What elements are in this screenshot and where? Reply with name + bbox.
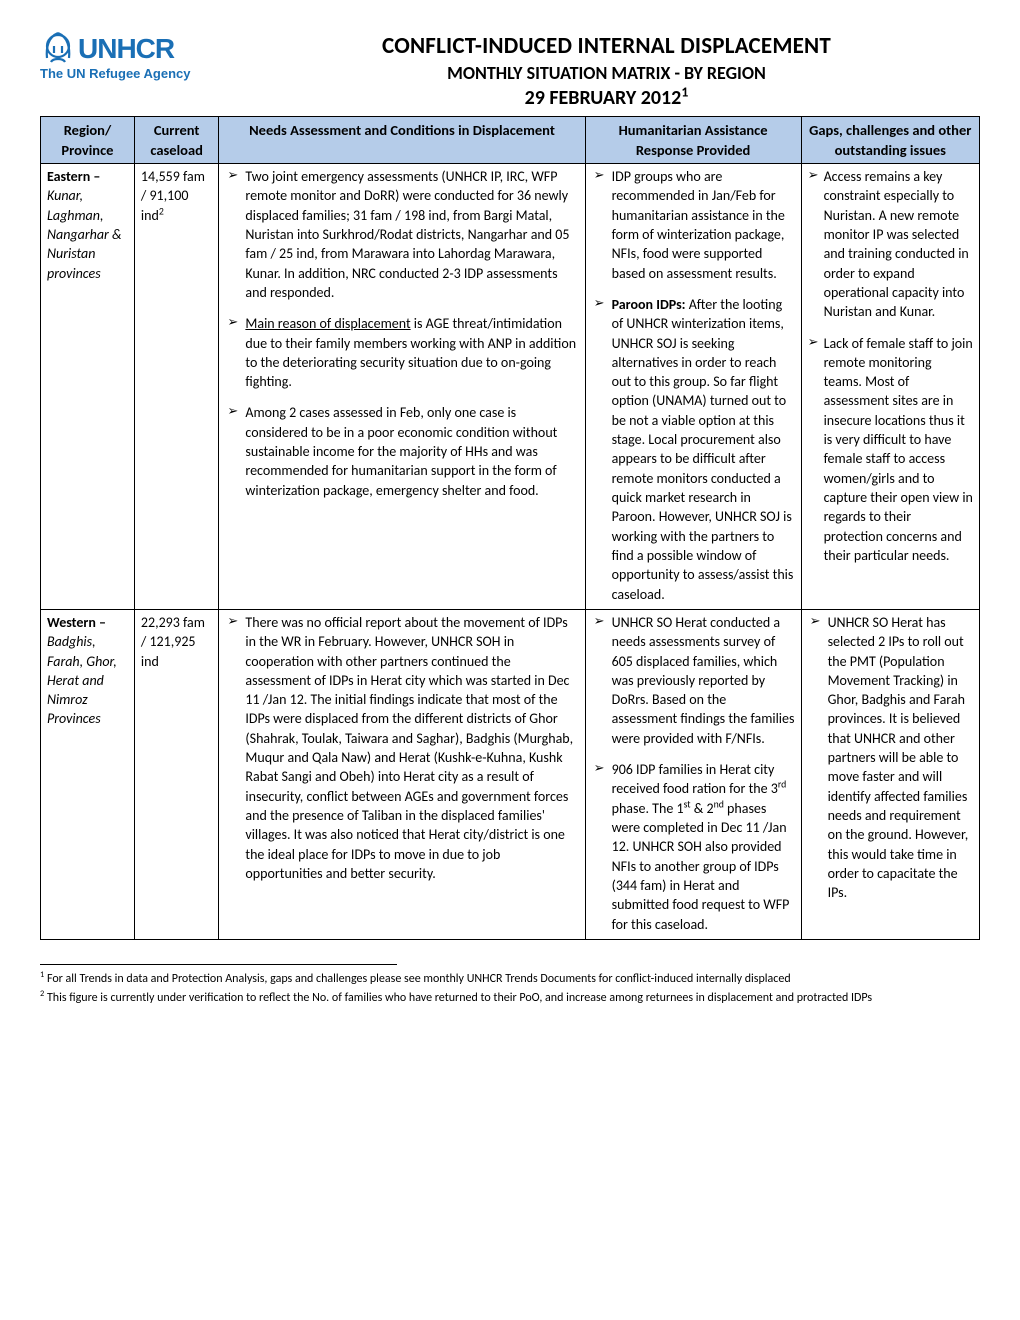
gaps-item: Lack of female staff to join remote moni… xyxy=(808,334,973,566)
gaps-item: Access remains a key constraint especial… xyxy=(808,167,973,322)
caseload-footnote-ref: 2 xyxy=(159,205,164,217)
region-name: Western – xyxy=(47,614,106,631)
table-body: Eastern – Kunar, Laghman, Nangarhar & Nu… xyxy=(41,164,980,940)
needs-cell: There was no official report about the m… xyxy=(219,609,585,939)
gaps-cell: Access remains a key constraint especial… xyxy=(801,164,979,610)
col-header-needs: Needs Assessment and Conditions in Displ… xyxy=(219,117,585,164)
col-header-region: Region/ Province xyxy=(41,117,135,164)
col-header-gaps: Gaps, challenges and other outstanding i… xyxy=(801,117,979,164)
date-text: 29 FEBRUARY 2012 xyxy=(525,86,682,110)
needs-item: Among 2 cases assessed in Feb, only one … xyxy=(225,403,578,500)
response-html: 906 IDP families in Herat city received … xyxy=(612,761,790,933)
response-cell: UNHCR SO Herat conducted a needs assessm… xyxy=(585,609,801,939)
sub-title: MONTHLY SITUATION MATRIX - BY REGION xyxy=(233,62,980,84)
col-header-caseload: Current caseload xyxy=(134,117,219,164)
caseload-cell: 14,559 fam / 91,100 ind2 xyxy=(134,164,219,610)
region-cell: Eastern – Kunar, Laghman, Nangarhar & Nu… xyxy=(41,164,135,610)
table-row: Eastern – Kunar, Laghman, Nangarhar & Nu… xyxy=(41,164,980,610)
main-title: CONFLICT-INDUCED INTERNAL DISPLACEMENT xyxy=(233,32,980,60)
date-footnote-ref: 1 xyxy=(681,83,688,100)
needs-item: There was no official report about the m… xyxy=(225,613,578,883)
footnote-1: 1 For all Trends in data and Protection … xyxy=(40,971,397,988)
gaps-item: UNHCR SO Herat has selected 2 IPs to rol… xyxy=(808,613,973,903)
col-header-response: Humanitarian Assistance Response Provide… xyxy=(585,117,801,164)
region-provinces: Kunar, Laghman, Nangarhar & Nuristan pro… xyxy=(47,187,122,281)
needs-item: Two joint emergency assessments (UNHCR I… xyxy=(225,167,578,302)
logo-text-sub: The UN Refugee Agency xyxy=(40,66,191,81)
response-item: IDP groups who are recommended in Jan/Fe… xyxy=(592,167,795,283)
region-provinces: Badghis, Farah, Ghor, Herat and Nimroz P… xyxy=(47,633,117,727)
footnote-2: 2 This figure is currently under verific… xyxy=(40,990,397,1007)
situation-matrix-table: Region/ Province Current caseload Needs … xyxy=(40,116,980,940)
table-row: Western – Badghis, Farah, Ghor, Herat an… xyxy=(41,609,980,939)
unhcr-logo-svg: UNHCR The UN Refugee Agency xyxy=(40,28,215,100)
footnotes: 1 For all Trends in data and Protection … xyxy=(40,964,397,1007)
caseload-ind: / 91,100 ind xyxy=(141,187,189,223)
date-title: 29 FEBRUARY 20121 xyxy=(233,86,980,110)
caseload-ind: / 121,925 ind xyxy=(141,633,196,669)
unhcr-logo: UNHCR The UN Refugee Agency xyxy=(40,28,215,100)
underlined-phrase: Main reason of displacement xyxy=(245,315,410,332)
response-item: 906 IDP families in Herat city received … xyxy=(592,760,795,934)
response-item: UNHCR SO Herat conducted a needs assessm… xyxy=(592,613,795,748)
caseload-fam: 22,293 fam xyxy=(141,614,205,631)
region-cell: Western – Badghis, Farah, Ghor, Herat an… xyxy=(41,609,135,939)
region-name: Eastern – xyxy=(47,168,100,185)
needs-item: Main reason of displacement is AGE threa… xyxy=(225,314,578,391)
document-header: UNHCR The UN Refugee Agency CONFLICT-IND… xyxy=(40,28,980,112)
response-item: Paroon IDPs: After the looting of UNHCR … xyxy=(592,295,795,604)
bold-lead: Paroon IDPs: xyxy=(612,296,686,313)
table-header: Region/ Province Current caseload Needs … xyxy=(41,117,980,164)
gaps-cell: UNHCR SO Herat has selected 2 IPs to rol… xyxy=(801,609,979,939)
logo-text-main: UNHCR xyxy=(78,33,175,64)
caseload-fam: 14,559 fam xyxy=(141,168,205,185)
caseload-cell: 22,293 fam / 121,925 ind xyxy=(134,609,219,939)
response-cell: IDP groups who are recommended in Jan/Fe… xyxy=(585,164,801,610)
needs-cell: Two joint emergency assessments (UNHCR I… xyxy=(219,164,585,610)
title-block: CONFLICT-INDUCED INTERNAL DISPLACEMENT M… xyxy=(233,28,980,112)
